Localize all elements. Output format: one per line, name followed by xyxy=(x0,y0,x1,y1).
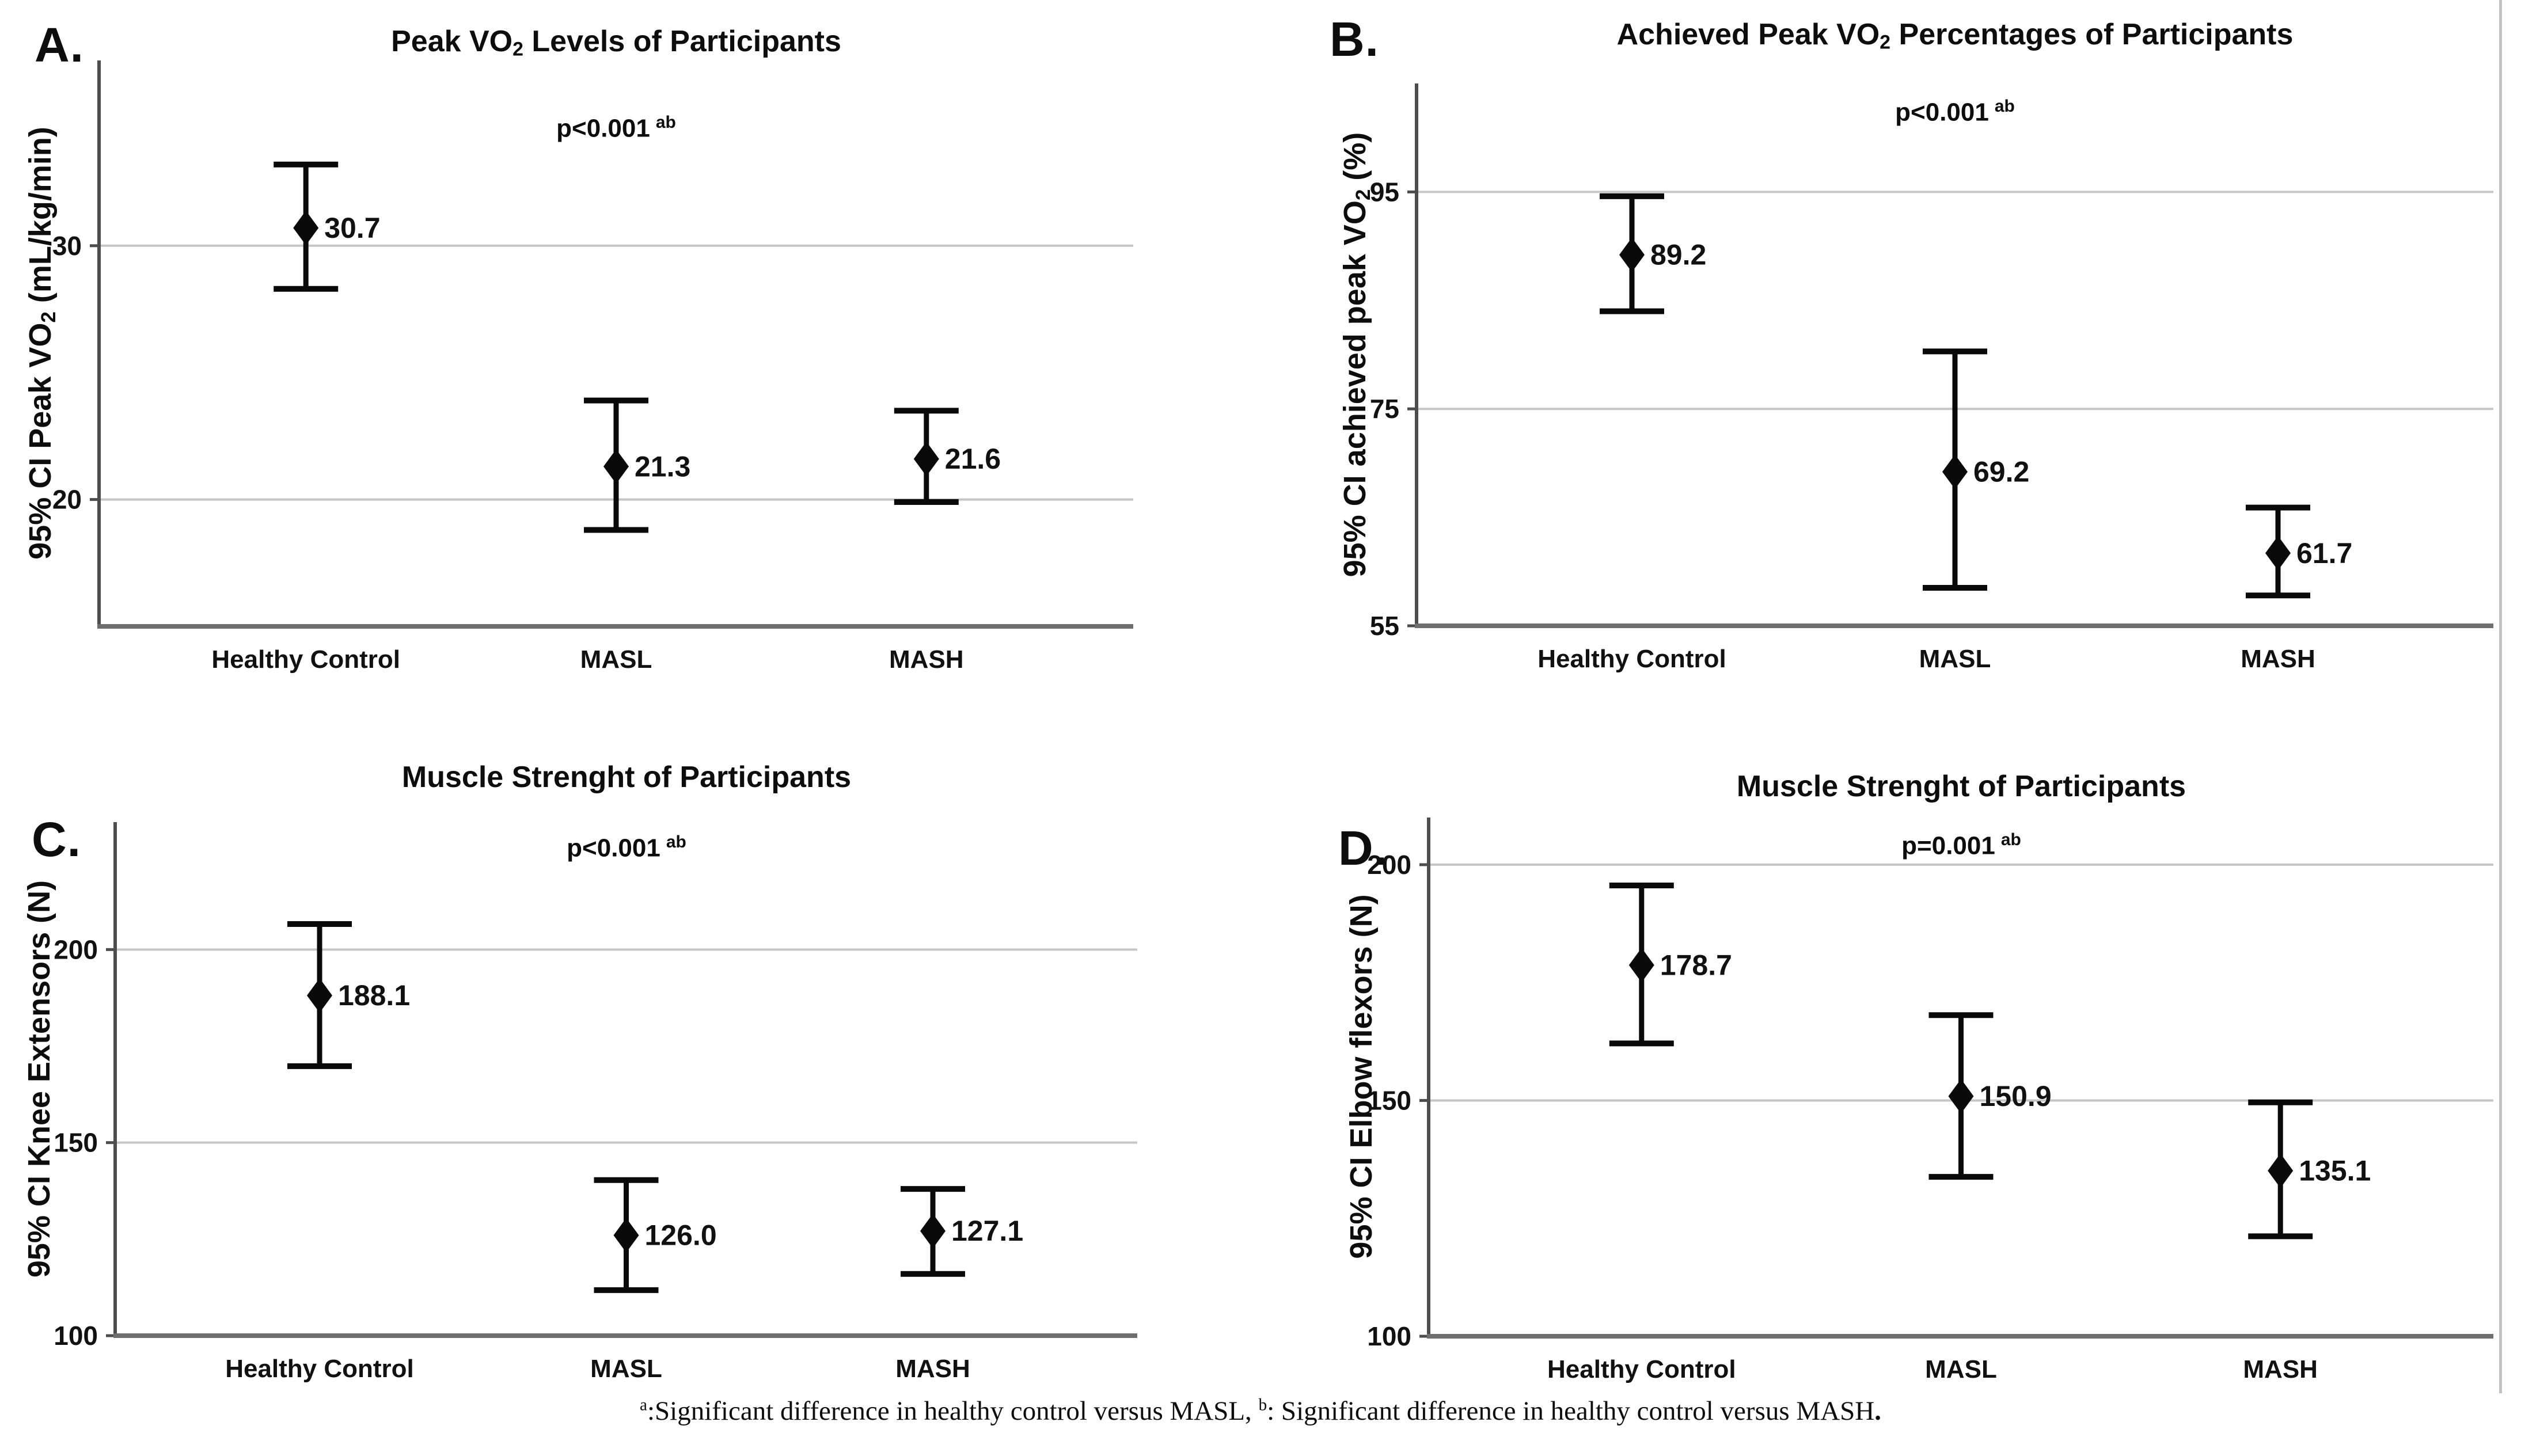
panel-c: C. Muscle Strenght of Participants p<0.0… xyxy=(0,731,1260,1456)
panel-d-plot-area: 100 150 200 Healthy Control MASL MASH 178.7 150… xyxy=(1367,818,2493,1383)
mean-diamond xyxy=(613,1218,639,1253)
panel-c-title: Muscle Strenght of Participants xyxy=(402,760,851,794)
text-part: 2 xyxy=(512,38,523,60)
y-tick-label: 55 xyxy=(1370,611,1399,641)
y-tick-label: 100 xyxy=(1367,1321,1411,1351)
p-value-text: p<0.001 xyxy=(556,114,650,143)
panel-d-title: Muscle Strenght of Participants xyxy=(1737,769,2186,804)
panel-b-letter: B. xyxy=(1330,12,1379,66)
value-label: 30.7 xyxy=(324,212,380,244)
mean-diamond xyxy=(1619,237,1645,272)
text-part: Muscle Strenght of Participants xyxy=(401,761,852,794)
mean-diamond xyxy=(913,442,939,477)
text-part: Muscle Strenght of Participants xyxy=(1736,770,2186,803)
value-label: 21.6 xyxy=(945,443,1001,475)
mean-diamond xyxy=(603,449,629,484)
y-tick-label: 20 xyxy=(52,485,82,515)
value-label: 135.1 xyxy=(2299,1154,2371,1187)
value-label: 89.2 xyxy=(1650,239,1706,271)
category-label: Healthy Control xyxy=(1537,645,1726,673)
mean-diamond xyxy=(1948,1079,1974,1114)
category-label: Healthy Control xyxy=(211,645,400,674)
value-label: 178.7 xyxy=(1660,949,1732,981)
value-label: 150.9 xyxy=(1980,1080,2052,1112)
text-part: . xyxy=(1874,1396,1881,1426)
category-label: MASL xyxy=(590,1355,662,1383)
panel-b-title: Achieved Peak VO2 Percentages of Partici… xyxy=(1617,17,2294,54)
category-label: Healthy Control xyxy=(225,1355,414,1383)
y-tick-label: 95 xyxy=(1370,177,1399,207)
category-label: MASL xyxy=(580,645,652,674)
figure-footnote: a:Significant difference in healthy cont… xyxy=(0,1396,2521,1427)
category-label: MASL xyxy=(1919,645,1991,673)
category-label: MASL xyxy=(1925,1355,1997,1383)
panel-b: B. Achieved Peak VO2 Percentages of Part… xyxy=(1260,0,2521,731)
p-value-superscript: ab xyxy=(1994,97,2015,116)
mean-diamond xyxy=(1942,454,1968,489)
p-value-superscript: ab xyxy=(655,113,676,132)
panel-c-plot-area: 100 150 200 Healthy Control MASL MASH 188.1 126… xyxy=(54,822,1137,1383)
panel-d-letter: D. xyxy=(1338,821,1388,875)
panel-a: A. Peak VO2 Levels of Participants p<0.0… xyxy=(0,0,1260,731)
panel-b-p-value: p<0.001 ab xyxy=(1895,97,2015,127)
category-label: Healthy Control xyxy=(1547,1355,1736,1383)
text-part: a xyxy=(640,1396,647,1415)
value-label: 188.1 xyxy=(338,979,410,1012)
panel-a-plot-area: 20 30 Healthy Control MASL MASH 30.7 21.3 21.6 xyxy=(52,60,1133,674)
y-tick-label: 30 xyxy=(52,231,82,261)
text-part: b xyxy=(1258,1396,1267,1415)
panel-c-letter: C. xyxy=(32,812,81,866)
text-part: : Significant difference in healthy cont… xyxy=(1267,1396,1875,1426)
mean-diamond xyxy=(307,978,332,1013)
category-label: MASH xyxy=(889,645,964,674)
figure-right-border xyxy=(2499,0,2502,1393)
panel-c-p-value: p<0.001 ab xyxy=(567,832,686,863)
y-tick-label: 100 xyxy=(54,1321,98,1351)
mean-diamond xyxy=(920,1214,946,1249)
y-tick-label: 200 xyxy=(54,934,98,964)
text-part: Peak VO xyxy=(391,25,513,58)
category-label: MASH xyxy=(895,1355,970,1383)
p-value-text: p=0.001 xyxy=(1901,831,1995,860)
text-part: 2 xyxy=(1880,31,1891,54)
value-label: 21.3 xyxy=(635,450,690,482)
panel-a-p-value: p<0.001 ab xyxy=(556,113,676,143)
category-label: MASH xyxy=(2241,645,2315,673)
value-label: 69.2 xyxy=(1973,455,2029,488)
text-part: Achieved Peak VO xyxy=(1616,18,1880,51)
panel-d-p-value: p=0.001 ab xyxy=(1901,830,2021,861)
mean-diamond xyxy=(1628,948,1654,983)
mean-diamond xyxy=(293,210,319,245)
text-part: Levels of Participants xyxy=(523,25,841,58)
p-value-text: p<0.001 xyxy=(1895,98,1989,127)
value-label: 61.7 xyxy=(2296,537,2352,569)
y-tick-label: 150 xyxy=(1367,1085,1411,1115)
p-value-text: p<0.001 xyxy=(567,834,660,862)
mean-diamond xyxy=(2268,1153,2294,1188)
text-part: :Significant difference in healthy contr… xyxy=(647,1396,1259,1426)
value-label: 126.0 xyxy=(645,1219,717,1252)
panel-b-plot-area: 55 75 95 Healthy Control MASL MASH 89.2 69.2 61.… xyxy=(1370,83,2493,673)
y-tick-label: 200 xyxy=(1367,850,1411,880)
panel-a-title: Peak VO2 Levels of Participants xyxy=(391,24,841,60)
p-value-superscript: ab xyxy=(666,832,686,851)
text-part: Percentages of Participants xyxy=(1890,18,2294,51)
category-label: MASH xyxy=(2243,1355,2318,1383)
p-value-superscript: ab xyxy=(2000,830,2021,849)
y-tick-label: 75 xyxy=(1370,394,1399,424)
y-tick-label: 150 xyxy=(54,1128,98,1158)
panel-a-letter: A. xyxy=(35,18,84,72)
mean-diamond xyxy=(2265,535,2291,571)
panel-d: D. Muscle Strenght of Participants p=0.0… xyxy=(1260,731,2521,1456)
value-label: 127.1 xyxy=(951,1215,1023,1247)
